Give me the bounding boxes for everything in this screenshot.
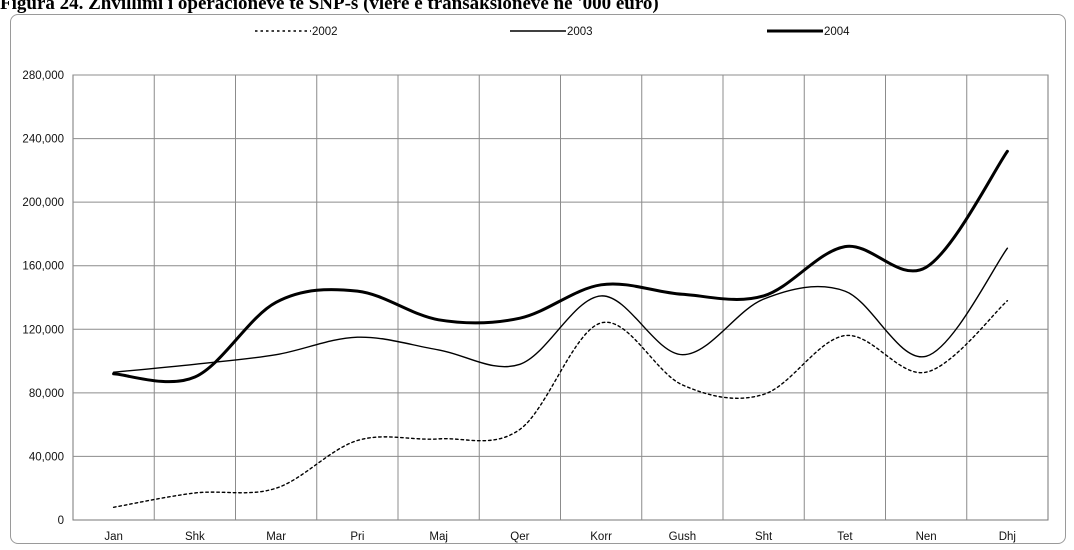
legend-label-2004: 2004 — [824, 26, 850, 38]
y-tick-label: 80,000 — [29, 388, 64, 400]
y-tick-label: 40,000 — [29, 451, 64, 463]
x-tick-label: Shk — [185, 531, 205, 543]
x-tick-label: Sht — [755, 531, 773, 543]
x-tick-label: Tet — [837, 531, 853, 543]
x-tick-label: Nen — [916, 531, 937, 543]
series-line-2002 — [112, 300, 1009, 508]
x-tick-label: Mar — [266, 531, 286, 543]
y-tick-label: 280,000 — [22, 70, 64, 82]
series-line-2004 — [112, 149, 1009, 384]
x-tick-label: Qer — [510, 531, 529, 543]
y-tick-label: 0 — [58, 515, 64, 527]
y-tick-label: 120,000 — [22, 324, 64, 336]
x-tick-label: Jan — [104, 531, 123, 543]
series-line-2003 — [112, 247, 1009, 373]
y-tick-label: 160,000 — [22, 261, 64, 273]
x-tick-label: Pri — [350, 531, 364, 543]
legend-label-2002: 2002 — [312, 26, 338, 38]
y-tick-label: 240,000 — [22, 134, 64, 146]
x-tick-label: Gush — [669, 531, 697, 543]
x-tick-label: Dhj — [999, 531, 1016, 543]
chart-title: Figura 24. Zhvillimi i operacioneve të S… — [0, 0, 659, 14]
x-tick-label: Korr — [590, 531, 612, 543]
x-tick-label: Maj — [429, 531, 448, 543]
legend-label-2003: 2003 — [567, 26, 593, 38]
y-tick-label: 200,000 — [22, 197, 64, 209]
